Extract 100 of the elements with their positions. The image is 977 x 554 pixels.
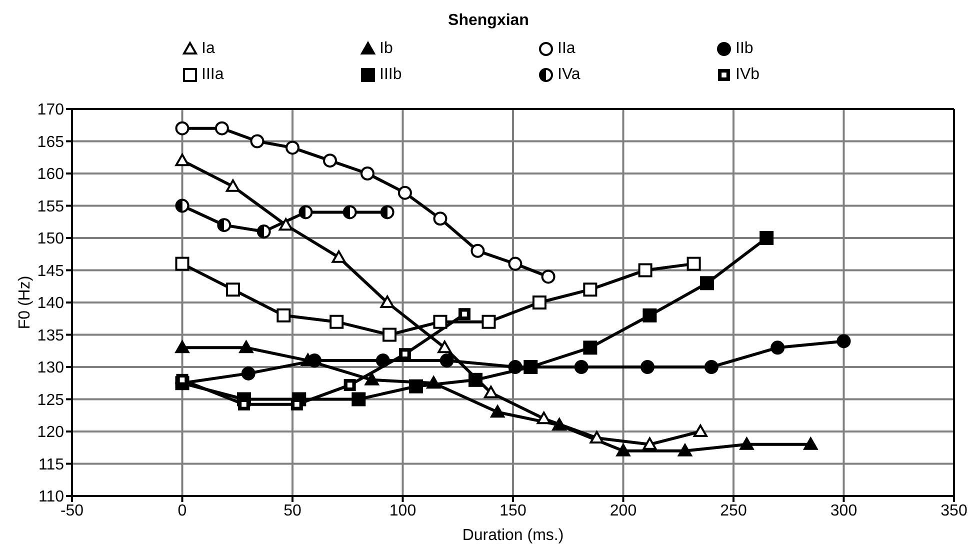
x-tick-label: 200 <box>610 502 637 520</box>
y-tick-label: 130 <box>37 360 64 377</box>
legend-label: IIIb <box>380 66 402 84</box>
x-tick-label: 300 <box>830 502 858 520</box>
point <box>175 121 190 136</box>
y-tick-label: 170 <box>37 102 64 119</box>
point <box>175 256 190 271</box>
point <box>700 276 714 290</box>
x-tick-label: 150 <box>500 502 526 520</box>
y-tick-label: 155 <box>37 198 64 216</box>
point <box>642 308 657 322</box>
point <box>468 372 483 387</box>
point <box>342 205 357 220</box>
point <box>616 444 630 456</box>
point <box>440 354 454 368</box>
point <box>352 392 366 406</box>
point <box>638 263 652 278</box>
point <box>804 437 818 450</box>
point <box>286 140 300 155</box>
point <box>239 340 254 354</box>
point <box>740 437 754 450</box>
point <box>686 256 701 271</box>
legend-label: Ib <box>380 40 393 58</box>
point <box>322 154 337 168</box>
x-tick-label: 350 <box>940 502 968 520</box>
point <box>438 340 452 354</box>
point <box>640 360 655 374</box>
y-tick-label: 150 <box>37 230 64 248</box>
point <box>583 340 598 355</box>
point <box>470 244 485 258</box>
point <box>524 360 538 374</box>
point <box>332 250 346 263</box>
point <box>536 412 551 424</box>
point <box>217 218 232 232</box>
point <box>590 430 604 444</box>
x-tick-label: 50 <box>284 502 302 520</box>
point <box>360 166 374 180</box>
point <box>426 376 441 389</box>
point <box>458 308 470 320</box>
point <box>344 379 356 392</box>
point <box>770 340 785 355</box>
point <box>376 354 390 368</box>
y-tick-label: 135 <box>37 327 64 344</box>
y-tick-label: 115 <box>38 456 64 474</box>
x-tick-label: 250 <box>720 502 747 520</box>
x-tick-label: 0 <box>178 502 187 520</box>
point <box>642 437 657 450</box>
point <box>482 314 496 329</box>
point <box>298 205 313 220</box>
y-tick-label: 140 <box>37 295 64 312</box>
point <box>433 314 448 329</box>
legend-label: Ia <box>202 40 215 58</box>
y-axis-title: F0 (Hz) <box>16 276 34 330</box>
y-tick-label: 125 <box>37 392 64 409</box>
point <box>241 366 256 380</box>
point <box>490 405 505 418</box>
point <box>330 314 344 329</box>
point <box>678 444 692 456</box>
y-tick-label: 165 <box>37 134 64 151</box>
point <box>364 372 379 386</box>
point <box>380 296 394 308</box>
point <box>226 282 240 297</box>
point <box>398 186 412 200</box>
point <box>214 121 229 136</box>
point <box>836 334 851 348</box>
point <box>276 308 291 322</box>
point <box>278 218 293 231</box>
legend-label: IIIa <box>202 66 224 84</box>
point <box>250 134 264 148</box>
point <box>693 424 708 437</box>
legend-label: IVb <box>736 66 760 84</box>
point <box>484 386 498 398</box>
point <box>508 256 522 271</box>
point <box>175 154 190 166</box>
legend-label: IVa <box>558 66 580 84</box>
x-tick-label: 100 <box>389 502 416 520</box>
point <box>583 282 598 297</box>
point <box>552 418 566 431</box>
point <box>508 360 522 374</box>
y-tick-label: 120 <box>37 424 64 442</box>
point <box>532 296 546 310</box>
point <box>760 231 774 245</box>
y-tick-label: 145 <box>37 262 64 280</box>
point <box>226 179 240 192</box>
legend-label: IIa <box>558 40 576 58</box>
point <box>256 224 271 239</box>
point <box>541 270 556 284</box>
point <box>408 379 423 394</box>
point <box>175 340 190 354</box>
chart-title: Shengxian <box>447 11 530 31</box>
legend-label: IIb <box>736 40 754 58</box>
x-axis-title: Duration (ms.) <box>462 527 564 544</box>
point <box>398 348 411 360</box>
point <box>704 360 718 374</box>
point <box>382 328 397 342</box>
point <box>175 198 190 213</box>
point <box>380 205 394 220</box>
point <box>308 354 322 368</box>
y-tick-label: 160 <box>37 166 64 184</box>
point <box>433 212 448 226</box>
